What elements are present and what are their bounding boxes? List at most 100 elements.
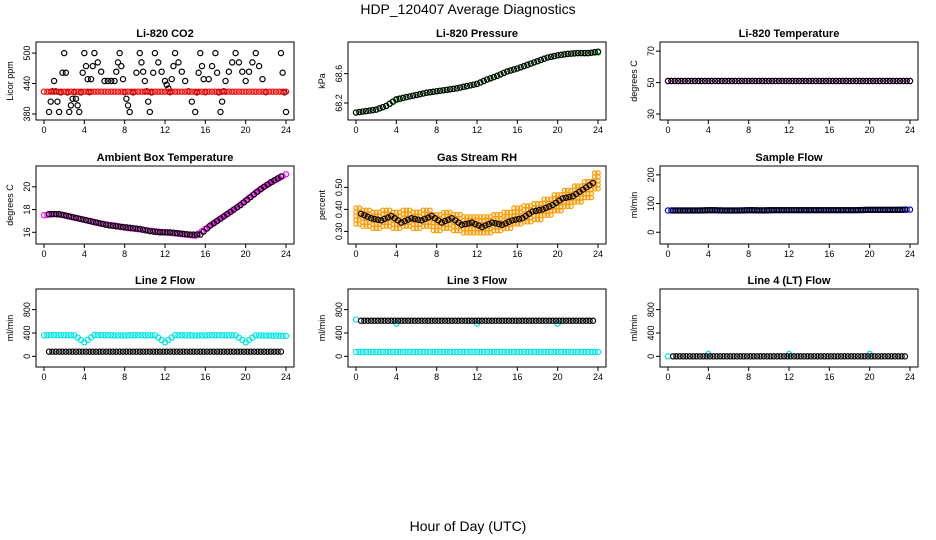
panel-1: Li-820 CO2 0 4 8 12 16 20 24 380 440 500 Licor ppm: [5, 28, 295, 135]
x-tick-label: 4: [706, 249, 711, 259]
data-point: [213, 348, 221, 355]
data-point: [436, 348, 444, 356]
data-point: [366, 107, 373, 114]
data-point: [208, 88, 216, 95]
data-point: [352, 316, 360, 323]
y-tick-label: 0: [22, 354, 32, 359]
data-point: [874, 206, 882, 214]
data-point: [131, 88, 138, 95]
data-point: [837, 206, 845, 214]
data-point: [124, 102, 132, 109]
data-point: [900, 77, 907, 85]
data-point: [889, 77, 897, 85]
data-point: [139, 68, 147, 75]
data-point: [542, 204, 550, 212]
x-tick-label: 8: [122, 125, 127, 135]
data-point: [509, 217, 516, 224]
data-point: [59, 348, 66, 355]
y-tick-label: 800: [22, 302, 32, 317]
data-point: [473, 348, 481, 356]
data-point: [158, 68, 165, 75]
data-point: [54, 98, 61, 105]
data-point: [785, 77, 793, 85]
y-tick-label: 100: [646, 196, 656, 211]
data-point: [531, 200, 537, 207]
data-point: [737, 207, 744, 214]
data-point: [413, 91, 420, 99]
data-point: [271, 177, 278, 184]
data-point: [467, 82, 474, 89]
data-point: [178, 332, 186, 339]
data-point: [482, 317, 489, 324]
data-point: [571, 50, 578, 57]
data-point: [403, 348, 410, 356]
data-point: [356, 348, 363, 356]
data-point: [414, 216, 422, 223]
data-point: [139, 348, 147, 355]
data-point: [119, 348, 127, 355]
data-point: [54, 331, 61, 339]
data-point: [64, 88, 71, 95]
data-point: [691, 77, 699, 85]
data-point: [591, 170, 598, 176]
data-point: [809, 77, 816, 85]
data-point: [686, 353, 694, 360]
data-point: [426, 348, 434, 356]
data-point: [269, 332, 276, 339]
data-point: [898, 353, 905, 360]
data-point: [126, 224, 133, 231]
data-point: [575, 183, 581, 189]
data-point: [752, 77, 759, 85]
data-point: [891, 353, 899, 360]
data-point: [792, 77, 799, 85]
data-point: [595, 170, 601, 176]
data-point: [91, 331, 98, 339]
data-point: [453, 85, 461, 92]
data-point: [763, 207, 771, 214]
data-point: [693, 207, 700, 214]
data-point: [745, 77, 752, 85]
data-point: [858, 206, 865, 214]
data-point: [403, 93, 410, 101]
data-point: [352, 348, 360, 356]
data-point: [562, 317, 570, 324]
data-point: [408, 214, 415, 222]
data-point: [552, 317, 560, 324]
series-2: [669, 206, 909, 214]
data-point: [591, 48, 598, 56]
data-point: [535, 317, 543, 324]
x-tick-label: 0: [353, 372, 358, 382]
data-point: [527, 60, 534, 67]
data-point: [811, 353, 818, 360]
data-point: [805, 77, 813, 85]
data-point: [92, 219, 100, 226]
data-point: [249, 59, 256, 66]
data-point: [456, 348, 464, 356]
data-point: [720, 207, 727, 214]
data-point: [674, 77, 682, 85]
data-point: [124, 332, 132, 339]
data-point: [400, 207, 406, 214]
data-point: [144, 98, 152, 105]
data-point: [703, 207, 710, 214]
data-point: [863, 77, 870, 85]
data-point: [507, 348, 514, 356]
data-point: [57, 88, 65, 95]
data-point: [478, 317, 486, 324]
data-point: [259, 88, 266, 95]
data-point: [482, 222, 489, 229]
x-tick-label: 12: [784, 125, 794, 135]
x-tick-label: 12: [472, 249, 482, 259]
data-point: [430, 211, 437, 218]
data-point: [380, 207, 386, 214]
data-point: [94, 59, 101, 66]
x-tick-label: 16: [200, 249, 210, 259]
data-point: [54, 88, 61, 95]
y-axis-label: ml/min: [317, 315, 327, 342]
data-point: [59, 69, 66, 76]
data-point: [524, 203, 531, 209]
data-point: [530, 348, 538, 356]
data-point: [747, 353, 754, 360]
data-point: [393, 348, 400, 356]
data-point: [195, 332, 202, 339]
